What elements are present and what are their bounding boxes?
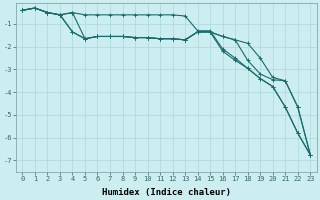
X-axis label: Humidex (Indice chaleur): Humidex (Indice chaleur) [102, 188, 231, 197]
